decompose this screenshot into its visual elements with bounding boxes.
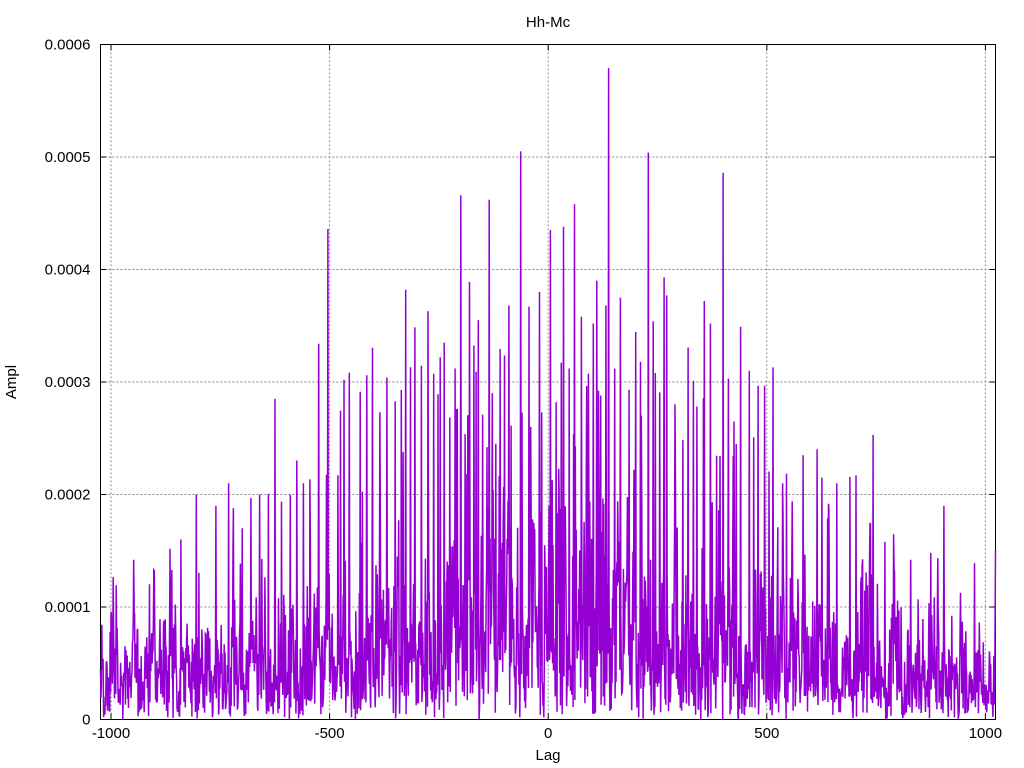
svg-text:Lag: Lag: [535, 747, 560, 764]
svg-text:0.0002: 0.0002: [45, 486, 91, 503]
svg-text:0.0003: 0.0003: [45, 374, 91, 391]
svg-text:0: 0: [544, 725, 552, 742]
svg-text:0.0001: 0.0001: [45, 599, 91, 616]
svg-text:500: 500: [754, 725, 779, 742]
svg-text:0.0004: 0.0004: [45, 261, 91, 278]
svg-text:0.0005: 0.0005: [45, 149, 91, 166]
svg-text:-500: -500: [315, 725, 345, 742]
svg-text:Ampl: Ampl: [3, 365, 20, 399]
svg-text:1000: 1000: [969, 725, 1002, 742]
svg-text:Hh-Mc: Hh-Mc: [526, 14, 571, 31]
svg-text:-1000: -1000: [92, 725, 130, 742]
svg-text:0.0006: 0.0006: [45, 36, 91, 53]
svg-text:0: 0: [82, 711, 90, 728]
